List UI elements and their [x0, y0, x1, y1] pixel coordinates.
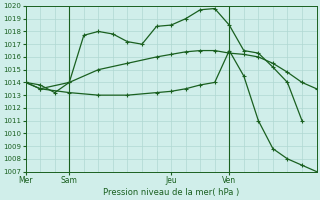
X-axis label: Pression niveau de la mer( hPa ): Pression niveau de la mer( hPa ) [103, 188, 239, 197]
